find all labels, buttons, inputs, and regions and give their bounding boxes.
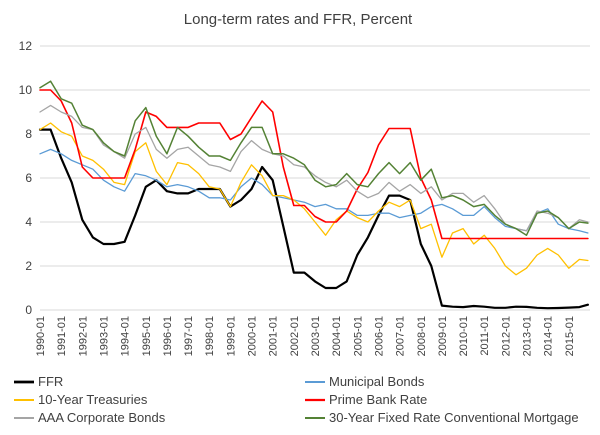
x-tick-label: 2014-01 [543,316,555,356]
series-line-2 [39,122,589,276]
y-tick-label: 4 [25,215,32,229]
y-tick-label: 0 [25,303,32,317]
series-line-4 [39,104,589,232]
x-tick-label: 1993-01 [98,316,110,356]
y-tick-label: 6 [25,171,32,185]
x-tick-label: 2005-01 [352,316,364,356]
x-tick-label: 2004-01 [331,316,343,356]
x-tick-label: 2007-01 [395,316,407,356]
x-tick-label: 2006-01 [373,316,385,356]
legend-label: Municipal Bonds [329,374,425,389]
series-line-5 [39,80,589,236]
x-tick-label: 1990-01 [35,316,47,356]
x-tick-label: 2008-01 [416,316,428,356]
legend-entry: FFR [14,374,63,389]
x-tick-label: 2015-01 [564,316,576,356]
x-tick-label: 1997-01 [183,316,195,356]
series-line-3 [39,89,589,240]
x-tick-label: 2000-01 [247,316,259,356]
y-axis-ticks: 0 2 4 6 8 10 12 [19,39,33,317]
x-tick-label: 2011-01 [479,316,491,356]
legend-label: Prime Bank Rate [329,392,427,407]
x-tick-label: 1992-01 [77,316,89,356]
legend-entry: 10-Year Treasuries [14,392,148,407]
legend-entry: AAA Corporate Bonds [14,410,166,425]
x-tick-label: 1998-01 [204,316,216,356]
legend-label: AAA Corporate Bonds [38,410,166,425]
x-tick-label: 1991-01 [56,316,68,356]
x-tick-label: 2009-01 [437,316,449,356]
x-tick-label: 1999-01 [225,316,237,356]
x-tick-label: 2002-01 [289,316,301,356]
x-axis-ticks: 1990-01 1991-01 1992-01 1993-01 1994-01 1995-… [35,316,576,356]
x-tick-label: 1995-01 [141,316,153,356]
x-tick-label: 2003-01 [310,316,322,356]
x-tick-label: 1994-01 [120,316,132,356]
x-tick-label: 2013-01 [522,316,534,356]
legend-entry: Municipal Bonds [305,374,425,389]
y-tick-label: 12 [19,39,33,53]
legend-label: FFR [38,374,63,389]
chart-title: Long-term rates and FFR, Percent [184,11,413,28]
y-tick-label: 2 [25,259,32,273]
x-tick-label: 1996-01 [162,316,174,356]
y-tick-label: 10 [19,83,33,97]
legend: FFR Municipal Bonds 10-Year Treasuries Prim… [14,374,579,425]
x-tick-label: 2010-01 [458,316,470,356]
y-tick-label: 8 [25,127,32,141]
legend-label: 10-Year Treasuries [38,392,148,407]
legend-entry: 30-Year Fixed Rate Conventional Mortgage [305,410,579,425]
legend-label: 30-Year Fixed Rate Conventional Mortgage [329,410,579,425]
legend-entry: Prime Bank Rate [305,392,427,407]
x-tick-label: 2001-01 [268,316,280,356]
x-tick-label: 2012-01 [500,316,512,356]
series-lines [38,80,590,310]
series-line-1 [39,148,589,234]
series-line-0 [38,128,590,310]
